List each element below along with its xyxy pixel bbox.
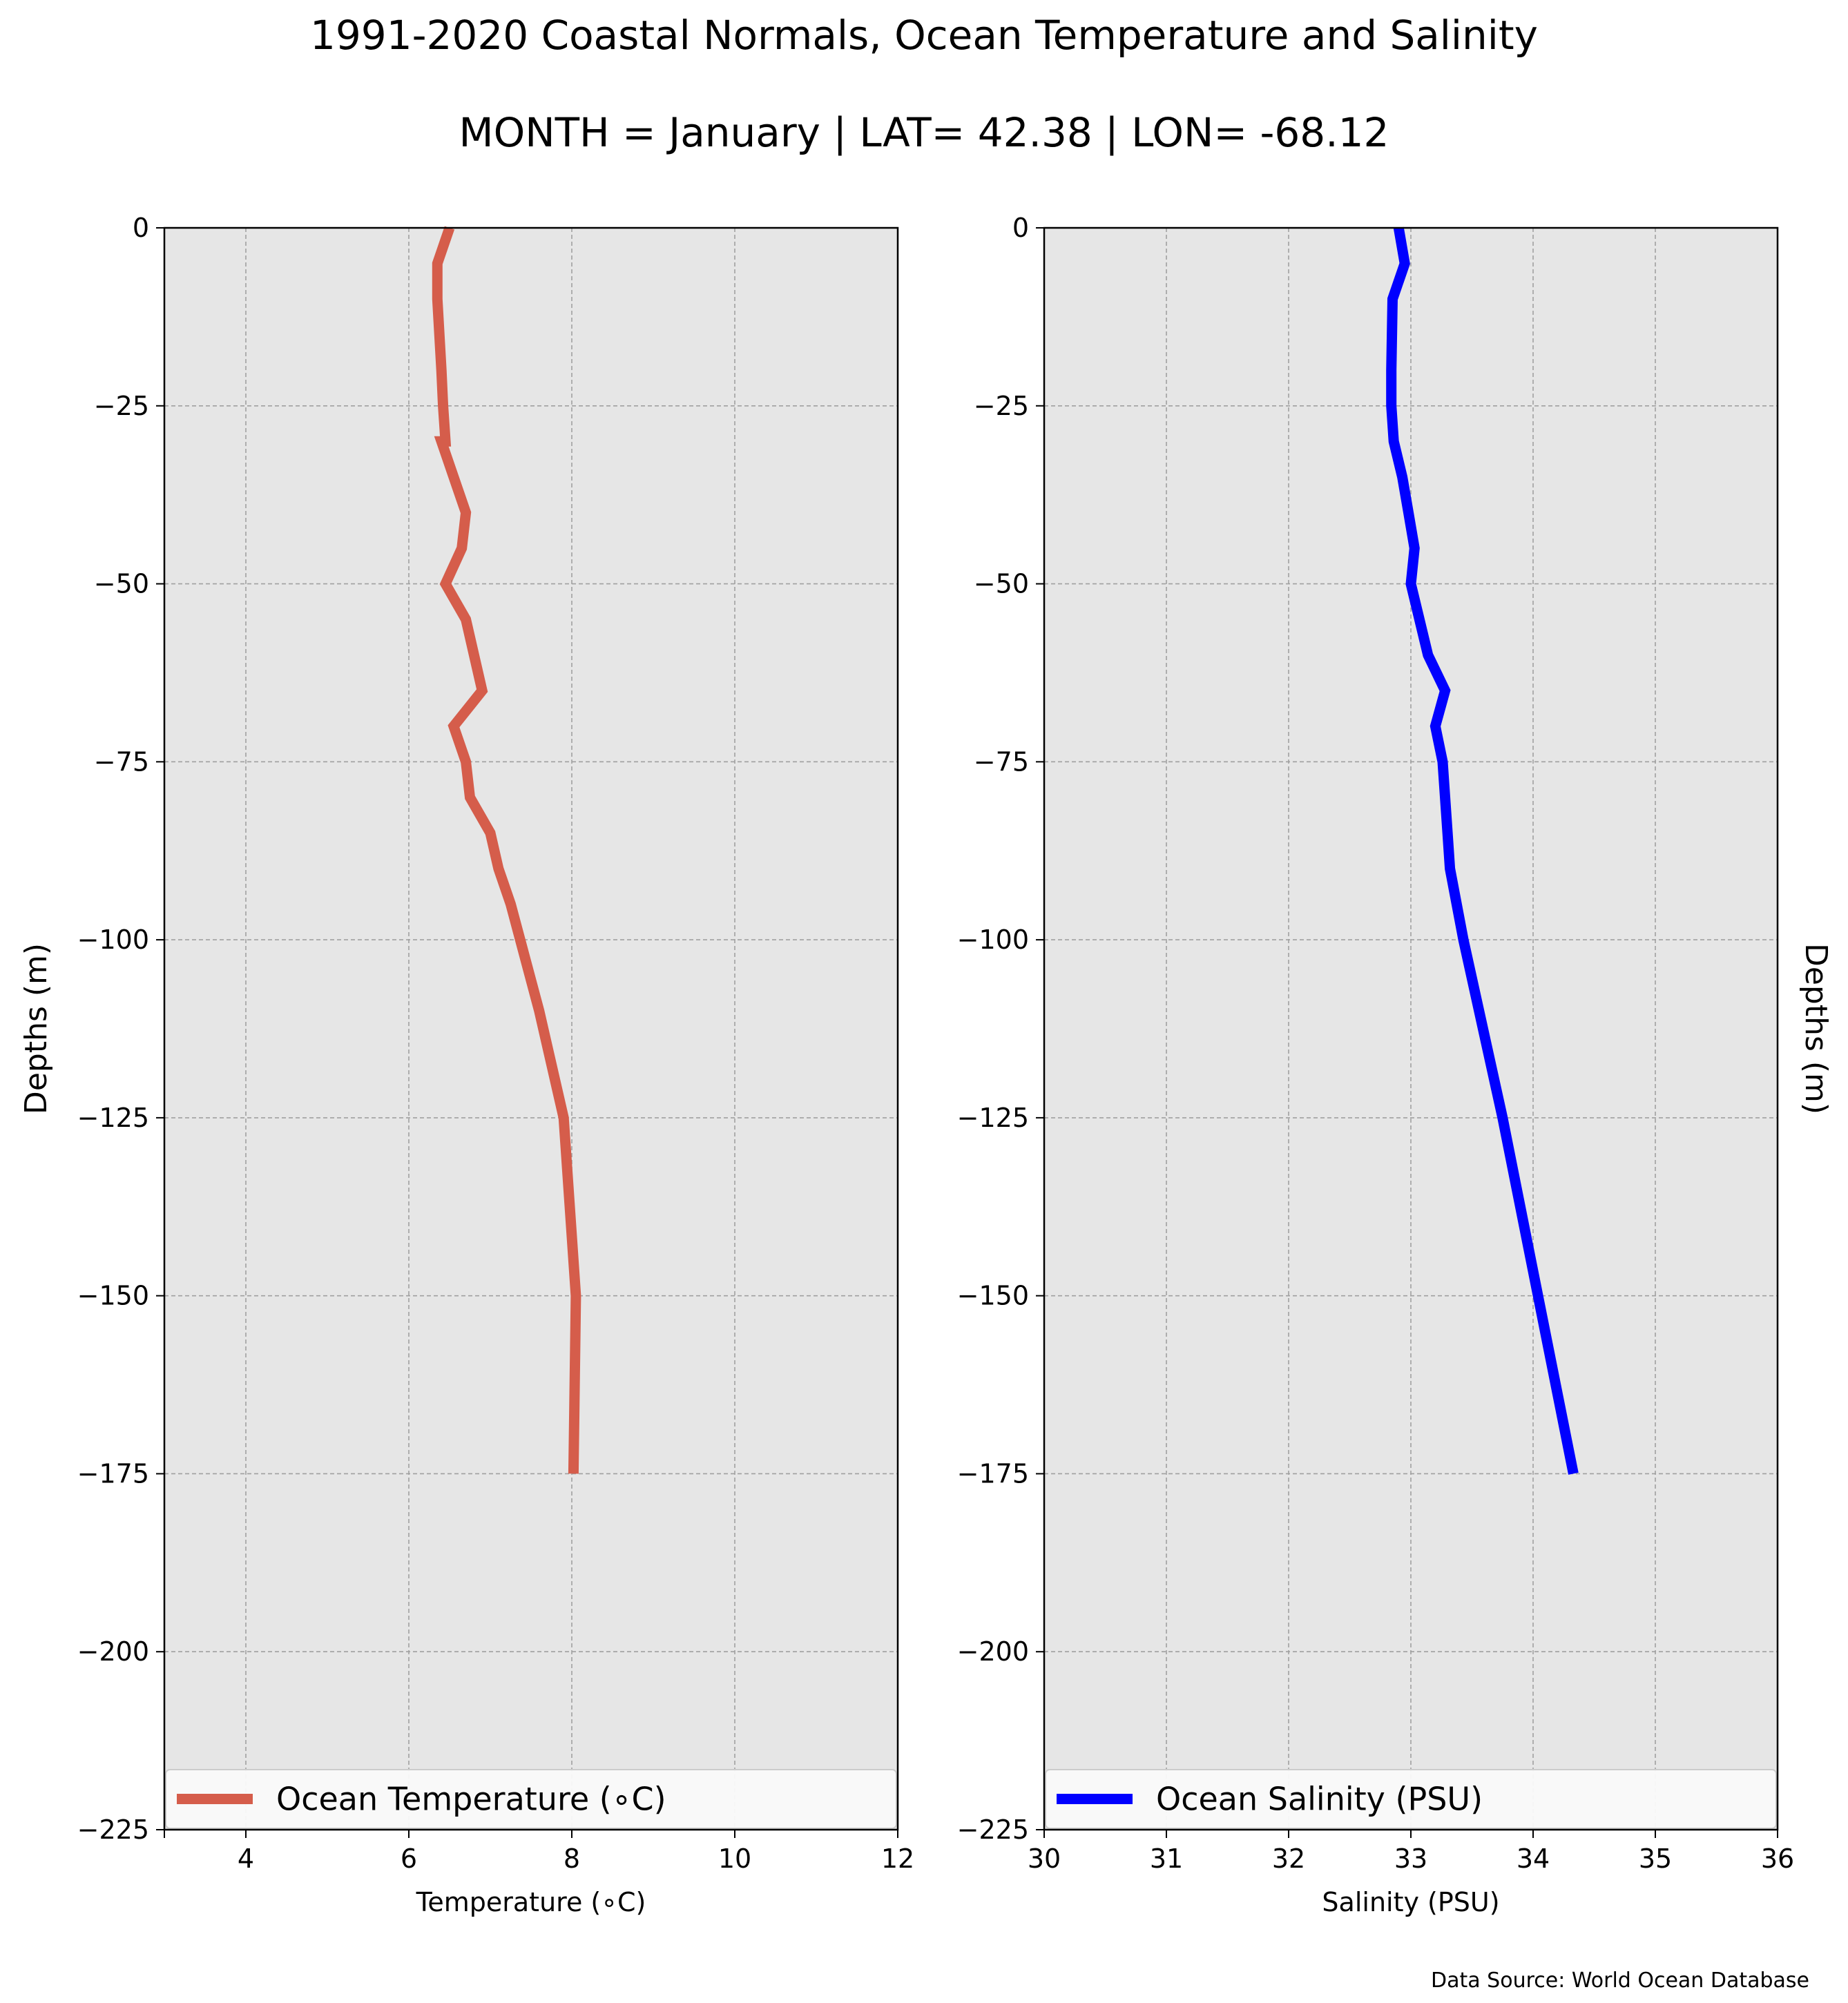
x-tick-label: 12: [881, 1844, 914, 1874]
x-tick-label: 33: [1394, 1844, 1427, 1874]
y-tick-label: −125: [957, 1103, 1029, 1133]
salinity-panel: Ocean Salinity (PSU) 30 31 32 33 34 35 36 0 −25 −5…: [957, 213, 1833, 1917]
x-tick-label: 30: [1028, 1844, 1061, 1874]
y-tick-label: −50: [974, 569, 1029, 599]
figure-title: 1991-2020 Coastal Normals, Ocean Tempera…: [310, 12, 1538, 59]
y-tick-label: −150: [957, 1281, 1029, 1311]
legend-box: [165, 1769, 897, 1829]
y-tick-label: −200: [957, 1636, 1029, 1667]
y-tick-label: −25: [974, 391, 1029, 421]
y-tick-label: 0: [1012, 213, 1029, 243]
y-tick-label: −50: [94, 569, 149, 599]
x-tick-label: 4: [238, 1844, 254, 1874]
plot-background: [164, 228, 898, 1830]
axes-frame: [163, 226, 899, 1831]
x-tick-label: 34: [1517, 1844, 1550, 1874]
x-tick-label: 36: [1761, 1844, 1794, 1874]
y-tick-label: −200: [77, 1636, 149, 1667]
y-tick-label: −225: [957, 1815, 1029, 1845]
legend-box: [1045, 1769, 1777, 1829]
y-tick-label: −25: [94, 391, 149, 421]
legend-label-0: Ocean Salinity (PSU): [1156, 1781, 1483, 1818]
y-tick-label: −75: [974, 746, 1029, 777]
y-tick-label: −125: [77, 1103, 149, 1133]
x-tick-label: 6: [401, 1844, 417, 1874]
x-tick-label: 8: [564, 1844, 580, 1874]
y-tick-label: −175: [957, 1458, 1029, 1489]
x-axis-label: Salinity (PSU): [1322, 1887, 1499, 1917]
y-tick-label: −225: [77, 1815, 149, 1845]
x-axis-label: Temperature (∘C): [416, 1887, 646, 1917]
y-tick-label: −150: [77, 1281, 149, 1311]
data-source-note: Data Source: World Ocean Database: [1431, 1968, 1809, 1993]
series-line-0: [432, 226, 581, 1474]
figure-subtitle: MONTH = January | LAT= 42.38 | LON= -68.…: [459, 109, 1389, 156]
temperature-panel: Ocean Temperature (∘C) 4 6 8 10 12 0 −25 −50 −75 −…: [19, 213, 914, 1917]
y-tick-label: −75: [94, 746, 149, 777]
series-line-0: [1386, 226, 1579, 1475]
y-tick-label: 0: [133, 213, 149, 243]
y-axis-label: Depths (m): [1798, 943, 1833, 1114]
x-tick-label: 35: [1639, 1844, 1672, 1874]
y-tick-label: −100: [77, 925, 149, 955]
y-tick-label: −100: [957, 925, 1029, 955]
legend-label-0: Ocean Temperature (∘C): [276, 1781, 666, 1818]
y-axis-label: Depths (m): [19, 943, 54, 1114]
x-tick-label: 32: [1272, 1844, 1305, 1874]
x-tick-label: 10: [718, 1844, 751, 1874]
y-tick-label: −175: [77, 1458, 149, 1489]
x-tick-label: 31: [1150, 1844, 1183, 1874]
